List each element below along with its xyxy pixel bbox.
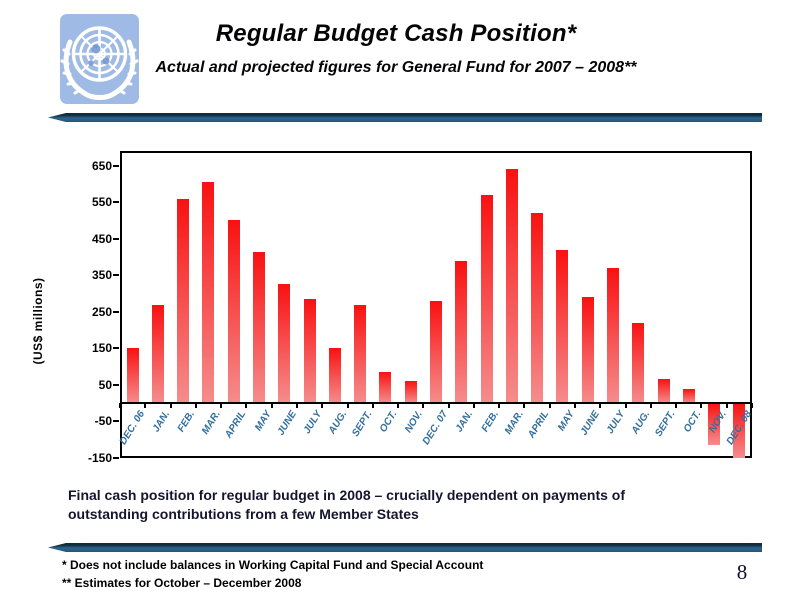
y-tick-mark-50 — [113, 383, 119, 386]
x-tick-mark-3 — [194, 403, 197, 409]
bar-14-feb — [480, 194, 493, 404]
x-tick-mark-0 — [119, 403, 121, 409]
x-tick-mark-19 — [599, 403, 602, 409]
bar-15-mar — [505, 169, 518, 404]
bar-13-jan — [455, 260, 468, 404]
un-logo-icon — [60, 14, 139, 104]
x-tick-mark-24 — [725, 403, 728, 409]
x-tick-mark-20 — [624, 403, 627, 409]
x-tick-mark-23 — [700, 403, 703, 409]
x-tick-mark-16 — [523, 403, 526, 409]
bar-21-sept — [657, 379, 670, 404]
bar-12-dec-07 — [430, 300, 442, 404]
y-tick-label-650: 650 — [91, 158, 112, 173]
x-tick-mark-6 — [270, 403, 273, 409]
y-tick-mark--150 — [113, 457, 119, 459]
y-tick-label-550: 550 — [91, 195, 112, 210]
divider-arrow-top — [48, 113, 762, 122]
bar-20-aug — [632, 322, 645, 404]
bar-8-aug — [328, 348, 341, 404]
bar-17-may — [556, 249, 569, 404]
takeaway-line-1: Final cash position for regular budget i… — [68, 487, 625, 503]
y-tick-label-50: 50 — [98, 377, 112, 392]
bar-24-dec-08 — [733, 403, 746, 458]
bar-22-oct — [682, 388, 695, 404]
x-tick-mark-1 — [144, 403, 147, 409]
bar-10-oct — [379, 372, 392, 404]
bar-23-nov — [708, 403, 721, 446]
y-axis-title: (US$ millions) — [31, 277, 45, 365]
x-tick-mark-14 — [472, 403, 475, 409]
bar-2-feb — [177, 198, 190, 404]
x-tick-mark-7 — [295, 403, 298, 409]
bar-4-april — [227, 220, 240, 404]
y-tick-label-450: 450 — [91, 231, 112, 246]
bar-9-sept — [354, 304, 367, 404]
footnote-line-1: * Does not include balances in Working C… — [62, 558, 484, 572]
x-tick-mark-17 — [548, 403, 551, 409]
footnotes: * Does not include balances in Working C… — [62, 556, 483, 592]
footnote-line-2: ** Estimates for October – December 2008 — [62, 576, 302, 590]
y-tick-label--150: -150 — [87, 451, 112, 465]
bar-7-july — [303, 299, 316, 404]
bar-11-nov — [404, 381, 417, 404]
y-tick-label--50: -50 — [94, 414, 112, 429]
y-tick-mark-550 — [113, 201, 119, 204]
bar-6-june — [278, 284, 291, 404]
x-tick-mark-22 — [675, 403, 678, 409]
x-tick-mark-9 — [346, 403, 349, 409]
x-tick-mark-11 — [397, 403, 400, 409]
bar-1-jan — [151, 304, 164, 404]
bar-3-mar — [202, 182, 215, 404]
y-tick-mark-150 — [113, 347, 119, 350]
x-tick-mark-8 — [321, 403, 324, 409]
x-tick-mark-13 — [447, 403, 450, 409]
page-title: Regular Budget Cash Position* — [215, 20, 577, 47]
x-tick-mark-21 — [649, 403, 652, 409]
y-tick-mark-350 — [113, 274, 119, 277]
takeaway-line-2: outstanding contributions from a few Mem… — [68, 506, 419, 522]
bar-5-may — [253, 251, 266, 404]
x-tick-mark-15 — [498, 403, 501, 409]
x-tick-mark-2 — [169, 403, 172, 409]
y-tick-mark--50 — [113, 420, 119, 423]
x-tick-mark-4 — [220, 403, 223, 409]
bar-19-july — [606, 267, 619, 404]
x-tick-mark-10 — [371, 403, 374, 409]
x-tick-mark-25 — [751, 403, 753, 409]
page-number: 8 — [736, 560, 748, 584]
y-tick-mark-650 — [113, 164, 119, 167]
bar-18-june — [581, 297, 594, 404]
bar-16-april — [531, 213, 544, 404]
page-subtitle: Actual and projected figures for General… — [155, 59, 637, 76]
y-tick-label-150: 150 — [91, 341, 112, 356]
x-tick-mark-5 — [245, 403, 248, 409]
bar-0-dec-06 — [126, 348, 139, 404]
y-tick-mark-450 — [113, 237, 119, 240]
y-tick-label-350: 350 — [91, 268, 112, 283]
takeaway-text: Final cash position for regular budget i… — [68, 486, 728, 524]
y-tick-mark-250 — [113, 310, 119, 313]
x-tick-mark-18 — [574, 403, 577, 409]
x-tick-mark-12 — [422, 403, 425, 409]
divider-arrow-bottom — [48, 543, 762, 552]
x-axis-baseline — [120, 402, 752, 405]
y-tick-label-250: 250 — [91, 304, 112, 319]
